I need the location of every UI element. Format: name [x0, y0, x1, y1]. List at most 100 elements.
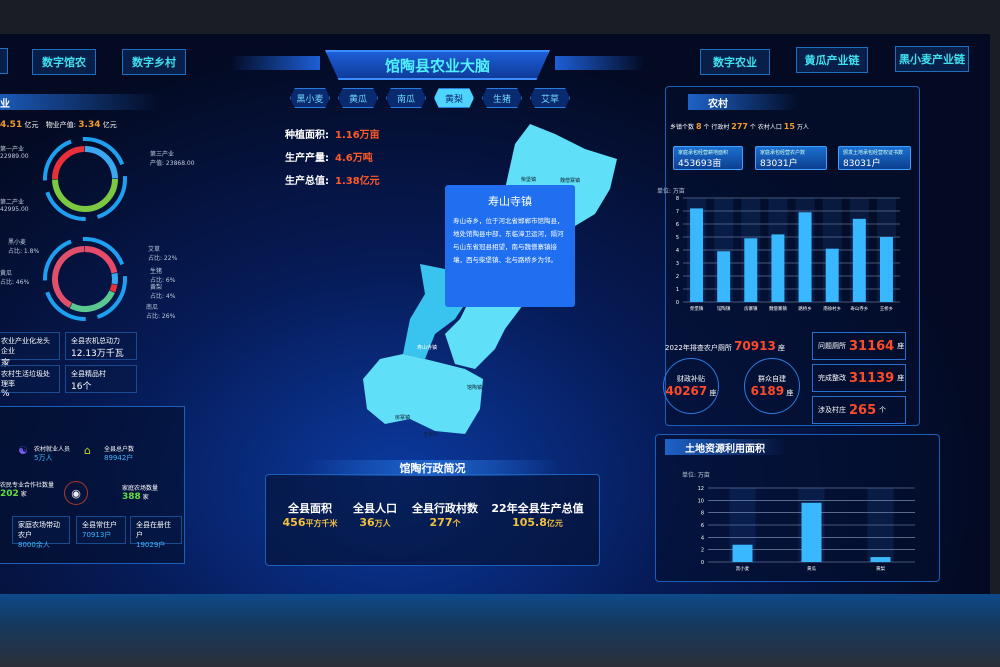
- card-leading-enterprises: 农业产业化龙头企业家: [0, 332, 60, 369]
- y-tick-label: 10: [698, 498, 704, 504]
- donut2-label-2: 艾草 占比: 22%: [148, 246, 178, 262]
- title-deco-right: [555, 56, 645, 70]
- y-tick-label: 2: [701, 548, 704, 554]
- stat-output: 生产产量: 4.6万吨: [285, 153, 373, 164]
- map-label-weisengzhai: 魏僧寨镇: [560, 177, 580, 184]
- tab-5[interactable]: 艾草: [530, 88, 570, 108]
- y-tick-label: 0: [676, 300, 679, 306]
- town-bar-chart: 0 1 2 3 4 5 6 7 8 柴堡镇 馆陶镇 房寨镇 魏僧寨镇 路桥乡 南徐村乡 寿山寺乡 王桥乡: [676, 196, 900, 312]
- people-icon: ☯: [18, 444, 28, 457]
- y-tick-label: 1: [676, 287, 679, 293]
- donut-segment-2: [109, 283, 118, 293]
- stat-coops: 农民专业合作社数量 202 家: [0, 482, 55, 499]
- bar-南徐村乡: [825, 248, 839, 302]
- x-tick-label: 房寨镇: [744, 305, 758, 312]
- stat-farmers: 农村就业人员 5万人: [34, 446, 71, 462]
- tab-3[interactable]: 黄梨: [434, 88, 474, 108]
- donut-outer-ring: [43, 237, 127, 321]
- tooltip-text: 寿山寺乡，位于河北省邯郸市馆陶县，地处馆陶县中部，东临漳卫运河，隔河与山东省冠县…: [453, 217, 564, 264]
- money-bag-icon: ◉: [64, 481, 88, 505]
- card-waste-rate: 农村生活垃圾处理率%: [0, 365, 60, 399]
- count-problem-toilets: 问题厕所 31164 座: [812, 332, 906, 360]
- x-tick-label: 王桥乡: [880, 305, 894, 312]
- nav-button-digital-agriculture[interactable]: 数字农业: [700, 49, 770, 75]
- house-icon: ⌂: [84, 444, 91, 457]
- tooltip-title: 寿山寺镇: [488, 195, 532, 208]
- bar-柴堡镇: [690, 208, 704, 302]
- bar-bg: [867, 488, 894, 562]
- page-title: 馆陶县农业大脑: [325, 50, 550, 80]
- stat-households: 全县总户数 89942户: [104, 446, 135, 462]
- tab-4[interactable]: 生猪: [482, 88, 522, 108]
- donut-segment-3: [69, 290, 115, 312]
- card-registered-households: 全县在册住户 19029户: [130, 516, 182, 549]
- nav-button-digital-village[interactable]: 数字乡村: [122, 49, 186, 75]
- x-tick-label: 魏僧寨镇: [769, 305, 787, 312]
- card-machinery-power: 全县农机总动力 12.13万千瓦: [65, 332, 137, 360]
- card-contract-households: 家庭承包经营农户数 83031户: [755, 146, 827, 170]
- y-tick-label: 7: [676, 209, 679, 215]
- y-tick-label: 12: [698, 486, 704, 492]
- rural-chart-unit: 单位: 万亩: [657, 188, 685, 195]
- y-tick-label: 6: [701, 523, 704, 529]
- dashboard-screen: 数字馆农 数字乡村 数字农业 黄瓜产业链 黑小麦产业链 馆陶县农业大脑 黑小麦黄…: [0, 34, 990, 594]
- tab-0[interactable]: 黑小麦: [290, 88, 330, 108]
- map-region-south[interactable]: [363, 354, 483, 434]
- donut-segment-4: [52, 246, 85, 308]
- map-label-chaibao: 柴堡镇: [521, 176, 536, 183]
- tab-2[interactable]: 南瓜: [386, 88, 426, 108]
- donut2-label-4: 黄梨 占比: 4%: [150, 284, 176, 300]
- count-villages: 涉及村庄 265 个: [812, 396, 906, 424]
- y-tick-label: 0: [701, 560, 704, 566]
- x-tick-label: 寿山寺乡: [850, 305, 868, 312]
- map-label-shoushansi: 寿山寺镇: [417, 344, 437, 351]
- admin-title: 馆陶行政简况: [305, 460, 560, 476]
- donut-segment-0: [84, 246, 118, 274]
- nav-button-partial[interactable]: [0, 48, 8, 74]
- rural-summary: 乡镇个数 8 个 行政村 277 个 农村人口 15 万人: [670, 122, 809, 131]
- card-land-certificates: 颁发土地承包经营权证书数 83031户: [838, 146, 911, 170]
- donut1-label-tertiary: 第三产业 产值: 23868.00: [150, 151, 195, 167]
- donut-segment-2: [52, 146, 85, 180]
- land-chart-unit: 单位: 万亩: [682, 472, 710, 479]
- donut1-label-primary: 第一产业 22989.00: [0, 146, 29, 160]
- map-region-shoushansi[interactable]: [403, 264, 465, 359]
- admin-villages: 全县行政村数 277个: [412, 502, 478, 529]
- land-panel: [655, 434, 940, 582]
- nav-button-cucumber-chain[interactable]: 黄瓜产业链: [796, 47, 868, 73]
- circle-self-built: 群众自建 6189 座: [744, 358, 800, 414]
- stat-area: 种植面积: 1.16万亩: [285, 130, 380, 141]
- crop-share-donut: [43, 237, 127, 321]
- y-tick-label: 8: [701, 511, 704, 517]
- donut2-label-0: 黑小麦 占比: 1.8%: [8, 239, 40, 255]
- admin-population: 全县人口 36万人: [353, 502, 397, 529]
- land-header: 土地资源利用面积: [665, 439, 785, 455]
- donut2-label-5: 南瓜 占比: 26%: [146, 304, 176, 320]
- admin-area: 全县面积 456平方千米: [282, 502, 338, 529]
- card-farm-driven: 家庭农场带动农户 8000余人: [12, 516, 70, 549]
- bar-房寨镇: [744, 238, 758, 302]
- bar-黑小麦: [732, 544, 753, 562]
- donut2-label-3: 生猪 占比: 6%: [150, 268, 176, 284]
- rural-header: 农村: [688, 94, 798, 110]
- donut-segment-1: [111, 272, 118, 285]
- nav-button-wheat-chain[interactable]: 黑小麦产业链: [895, 46, 969, 72]
- map-label-guantao: 馆陶镇: [467, 384, 482, 391]
- bar-魏僧寨镇: [771, 234, 785, 302]
- bar-王桥乡: [879, 237, 893, 302]
- x-tick-label: 黑小麦: [736, 565, 750, 572]
- screen-bezel-bottom: [0, 594, 1000, 667]
- card-contract-land: 家庭承包经营耕地面积 453693亩: [673, 146, 743, 170]
- stat-family-farms: 家庭农场数量 388 家: [122, 485, 159, 502]
- card-resident-households: 全县常住户 70913户: [76, 516, 126, 544]
- tab-1[interactable]: 黄瓜: [338, 88, 378, 108]
- donut-segment-1: [52, 178, 118, 212]
- map-label-wangqiao: 王桥乡: [423, 431, 438, 438]
- count-rectified: 完成整改 31139 座: [812, 364, 906, 392]
- x-tick-label: 柴堡镇: [690, 305, 704, 312]
- y-tick-label: 2: [676, 274, 679, 280]
- donut-segment-0: [84, 146, 118, 179]
- x-tick-label: 南徐村乡: [823, 305, 841, 312]
- admin-gdp: 22年全县生产总值 105.8亿元: [491, 502, 584, 529]
- nav-button-digital-guantao[interactable]: 数字馆农: [32, 49, 96, 75]
